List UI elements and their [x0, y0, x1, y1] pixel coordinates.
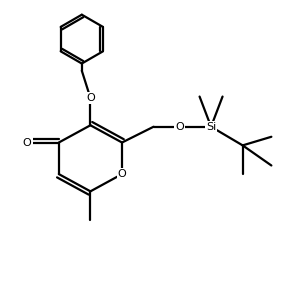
Text: O: O — [175, 122, 184, 132]
Text: Si: Si — [206, 122, 216, 132]
Text: O: O — [86, 93, 95, 103]
Text: O: O — [23, 137, 32, 148]
Text: O: O — [118, 169, 126, 179]
